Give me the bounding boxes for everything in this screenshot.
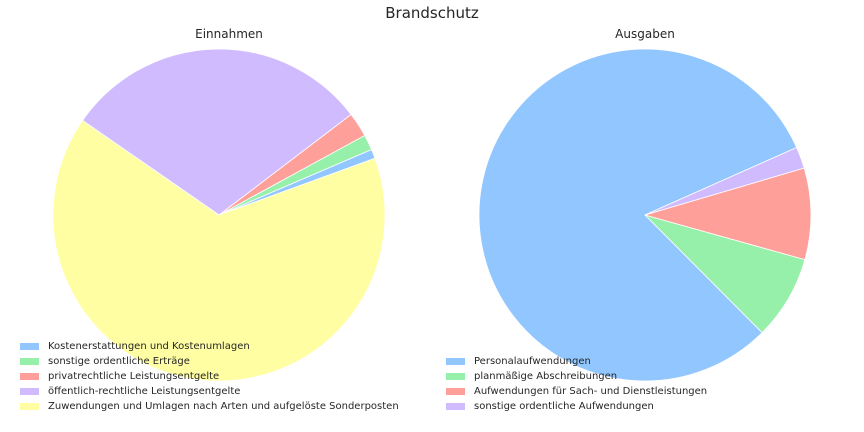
legend-swatch <box>20 388 39 395</box>
legend-label: sonstige ordentliche Aufwendungen <box>474 401 654 412</box>
legend-label: privatrechtliche Leistungsentgelte <box>48 371 220 382</box>
legend-item-ausgaben-personalaufwendungen: Personalaufwendungen <box>446 354 707 369</box>
legend-item-ausgaben-sonstige-ordentliche-aufwendungen: sonstige ordentliche Aufwendungen <box>446 399 707 414</box>
legend-label: Personalaufwendungen <box>474 356 591 367</box>
pie-slice-einnahmen-oeffentlich-rechtliche-leistungsentgelte <box>82 48 352 216</box>
legend-item-einnahmen-zuwendungen-und-umlagen-nach-arten-und-aufgeloeste-sonderposten: Zuwendungen und Umlagen nach Arten und a… <box>20 399 399 414</box>
pie-title-ausgaben: Ausgaben <box>615 27 675 41</box>
pie-slice-ausgaben-sonstige-ordentliche-aufwendungen <box>644 147 805 216</box>
legend-swatch <box>446 358 465 365</box>
legend-label: öffentlich-rechtliche Leistungsentgelte <box>48 386 241 397</box>
legend-item-einnahmen-oeffentlich-rechtliche-leistungsentgelte: öffentlich-rechtliche Leistungsentgelte <box>20 384 399 399</box>
legend-label: sonstige ordentliche Erträge <box>48 356 190 367</box>
legend-item-ausgaben-planmaessige-abschreibungen: planmäßige Abschreibungen <box>446 369 707 384</box>
legend-swatch <box>20 373 39 380</box>
legend-item-einnahmen-privatrechtliche-leistungsentgelte: privatrechtliche Leistungsentgelte <box>20 369 399 384</box>
legend-swatch <box>446 403 465 410</box>
pie-title-einnahmen: Einnahmen <box>195 27 263 41</box>
legend-item-ausgaben-aufwendungen-fuer-sach-und-dienstleistungen: Aufwendungen für Sach- und Dienstleistun… <box>446 384 707 399</box>
legend-label: Zuwendungen und Umlagen nach Arten und a… <box>48 401 399 412</box>
chart-suptitle: Brandschutz <box>385 4 479 22</box>
legend-label: Aufwendungen für Sach- und Dienstleistun… <box>474 386 708 397</box>
legend-swatch <box>446 388 465 395</box>
legend-item-einnahmen-sonstige-ordentliche-ertraege: sonstige ordentliche Erträge <box>20 354 399 369</box>
pie-slice-ausgaben-personalaufwendungen <box>478 48 798 382</box>
legend-swatch <box>20 358 39 365</box>
legend-label: planmäßige Abschreibungen <box>474 371 618 382</box>
legend-item-einnahmen-kostenerstattungen-und-kostenumlagen: Kostenerstattungen und Kostenumlagen <box>20 339 399 354</box>
legend-swatch <box>20 343 39 350</box>
pie-slice-ausgaben-aufwendungen-fuer-sach-und-dienstleistungen <box>644 167 812 261</box>
legend-swatch <box>20 403 39 410</box>
legend-label: Kostenerstattungen und Kostenumlagen <box>48 341 250 352</box>
legend-einnahmen: Kostenerstattungen und Kostenumlagen sons… <box>20 339 399 414</box>
legend-swatch <box>446 373 465 380</box>
legend-ausgaben: Personalaufwendungen planmäßige Abschreib… <box>446 354 707 414</box>
pie-slice-einnahmen-zuwendungen-und-umlagen-nach-arten-und-aufgeloeste-sonderposten <box>52 120 386 382</box>
